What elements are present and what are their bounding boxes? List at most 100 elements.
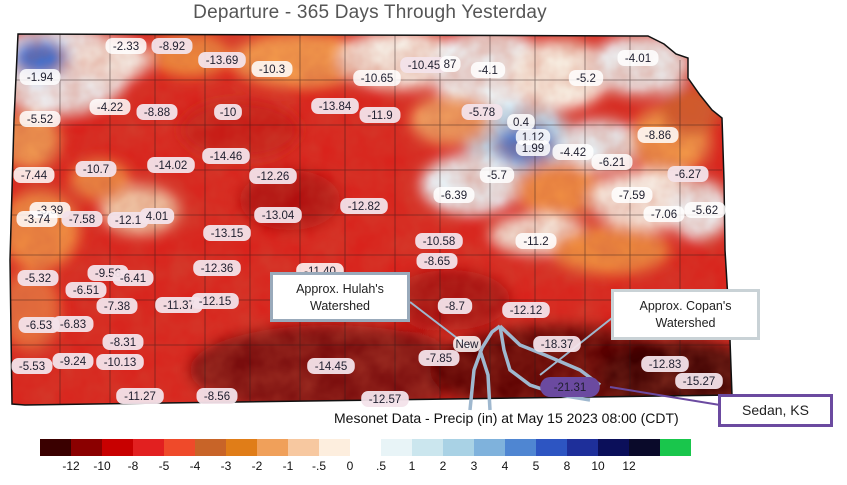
station-label-bg [89,99,131,115]
station-value: -10.3 [259,64,285,76]
station-value: -11.27 [124,391,156,403]
station-label-bg [116,388,164,404]
station-value: 4.01 [146,211,168,223]
station-label: -13.04 [254,207,302,223]
station-value: -7.59 [619,190,645,202]
station-label-bg [203,225,251,241]
copan-callout-line2: Watershed [655,316,716,330]
station-value: -5.32 [25,273,51,285]
station-label: -13.15 [203,225,251,241]
station-value: -2.33 [113,41,139,53]
station-label-bg [568,70,604,86]
station-label-bg [415,233,463,249]
station-label-bg [418,350,460,366]
sedan-callout: Sedan, KS [718,394,833,427]
precip-departure-map: -2.33 -8.92 -13.69 -1.94 -10.3 -10.65 -10.45 87… [9,33,733,411]
station-label: -10.7 [75,161,117,177]
station-label: -5.78 [461,104,503,120]
station-label-bg [202,148,250,164]
station-label-bg [249,168,297,184]
station-label: -7.59 [611,187,653,203]
station-value: -10.58 [423,236,456,248]
station-value: -6.83 [60,319,86,331]
station-label-bg [643,206,685,222]
station-value: -9.24 [60,356,87,368]
station-label-bg [311,98,359,114]
station-label-bg [19,69,61,85]
legend-tick-label: 8 [563,459,571,473]
station-label: -6.51 [65,282,107,298]
station-value: -8.86 [645,130,671,142]
station-value: -5.7 [487,170,507,182]
station-value: -6.21 [599,157,625,169]
station-label: -10.13 [96,354,144,370]
station-value: 0.4 [513,117,530,129]
station-label-bg [13,167,55,183]
station-value: -4.01 [625,53,651,65]
legend-tick-label: -8 [127,459,139,473]
station-label: -13.69 [198,52,246,68]
legend-swatch [71,439,102,456]
station-label-bg [136,104,178,120]
station-label: -5.2 [568,70,604,86]
station-label-bg [139,208,175,224]
station-value: -10.65 [361,73,394,85]
station-label-bg [191,293,239,309]
station-value: -7.44 [21,170,48,182]
station-value: -6.41 [120,273,146,285]
station-value: -12.12 [510,305,543,317]
station-value: -14.46 [210,151,243,163]
copan-watershed-callout: Approx. Copan's Watershed [611,289,760,340]
legend-tick-label: 4 [501,459,509,473]
station-label: -4.01 [617,50,659,66]
legend-swatch [226,439,257,456]
station-label-bg [611,187,653,203]
station-label: -10.65 [353,70,401,86]
station-label-bg [52,316,94,332]
legend-swatch [505,439,536,456]
station-label: -21.31 [540,377,600,397]
station-label-bg [112,270,154,286]
map-title: Departure - 365 Days Through Yesterday [193,2,547,23]
station-label: -5.53 [11,358,53,374]
legend-tick-label: -3 [220,459,232,473]
station-value: -5.62 [692,205,718,217]
station-label-bg [198,52,246,68]
station-label: -12.82 [340,198,388,214]
station-value: -12.57 [369,394,402,406]
station-label: -14.45 [307,358,355,374]
station-label-bg [61,211,103,227]
station-value: -10.7 [83,164,109,176]
legend-swatch [598,439,629,456]
station-label: -7.06 [643,206,685,222]
station-label-bg [75,161,117,177]
legend-tick-label: -2 [251,459,263,473]
station-label-bg [515,233,557,249]
station-label: -4.22 [89,99,131,115]
legend-tick-label: -10 [93,459,111,473]
station-label-bg [307,358,355,374]
station-label-bg [17,270,59,286]
legend-swatch [257,439,288,456]
station-label-bg [251,61,293,77]
station-value: 1.99 [522,143,544,155]
station-value: -5.2 [576,73,596,85]
legend-tick-label: 2 [439,459,447,473]
copan-callout-line1: Approx. Copan's [639,299,732,313]
station-value: -4.42 [560,147,586,159]
station-label-bg [96,354,144,370]
legend-tick-label: 3 [470,459,478,473]
station-label: -6.39 [433,187,475,203]
sedan-value-badge [540,377,600,397]
legend-swatch [443,439,474,456]
station-value: -13.84 [319,101,352,113]
station-value: -8.56 [204,391,230,403]
station-label: -7.85 [418,350,460,366]
station-label-bg [552,144,594,160]
station-label-bg [416,253,458,269]
station-value: -13.69 [206,55,239,67]
station-value: -21.31 [554,382,587,394]
station-label-bg [353,70,401,86]
station-value: -7.58 [69,214,95,226]
station-label: -11.27 [116,388,164,404]
